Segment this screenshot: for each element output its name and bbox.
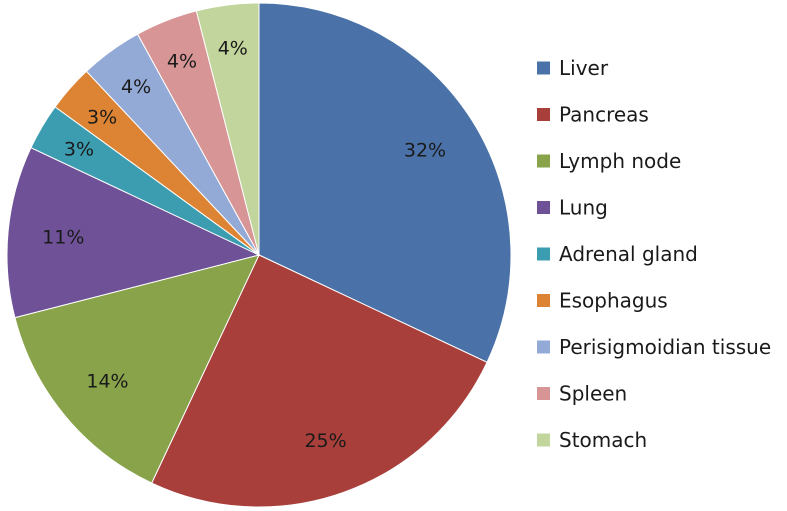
pie-slice-liver — [258, 2, 512, 363]
pie-slice-lymph-node — [14, 254, 260, 484]
data-label-esophagus: 3% — [87, 107, 117, 129]
pie-slice-stomach — [195, 2, 260, 256]
legend-swatch-esophagus — [537, 294, 550, 307]
legend-label-lymph-node: Lymph node — [559, 149, 681, 173]
legend-label-spleen: Spleen — [559, 382, 627, 406]
pie-slice-pancreas — [151, 254, 488, 508]
legend-swatch-adrenal-gland — [537, 247, 550, 261]
legend-swatch-perisigmoidian-tissue — [537, 340, 550, 354]
data-label-liver: 32% — [404, 140, 446, 162]
data-label-lymph-node: 14% — [86, 370, 128, 392]
legend-label-liver: Liver — [559, 56, 609, 80]
legend-swatch-lymph-node — [537, 154, 550, 168]
data-label-spleen: 4% — [167, 51, 197, 73]
data-labels: 32%25%14%11%3%3%4%4%4% — [42, 38, 446, 452]
legend-swatch-liver — [537, 61, 550, 75]
pie-slice-lung — [6, 147, 261, 319]
legend-label-lung: Lung — [559, 196, 608, 220]
legend-label-adrenal-gland: Adrenal gland — [559, 242, 698, 266]
data-label-perisigmoidian-tissue: 4% — [121, 76, 151, 98]
legend-swatch-pancreas — [537, 108, 550, 121]
legend-swatch-spleen — [537, 387, 550, 400]
data-label-lung: 11% — [42, 227, 84, 249]
legend-label-esophagus: Esophagus — [559, 289, 668, 313]
data-label-adrenal-gland: 3% — [64, 139, 94, 161]
data-label-stomach: 4% — [218, 38, 248, 60]
pie-slices — [6, 2, 512, 508]
legend-label-perisigmoidian-tissue: Perisigmoidian tissue — [559, 335, 771, 359]
data-label-pancreas: 25% — [304, 430, 346, 452]
legend: Liver Pancreas Lymph node Lung Adrenal gland… — [537, 56, 771, 452]
legend-label-pancreas: Pancreas — [559, 103, 649, 127]
legend-swatch-stomach — [537, 433, 550, 447]
legend-swatch-lung — [537, 201, 550, 214]
legend-label-stomach: Stomach — [559, 428, 647, 452]
